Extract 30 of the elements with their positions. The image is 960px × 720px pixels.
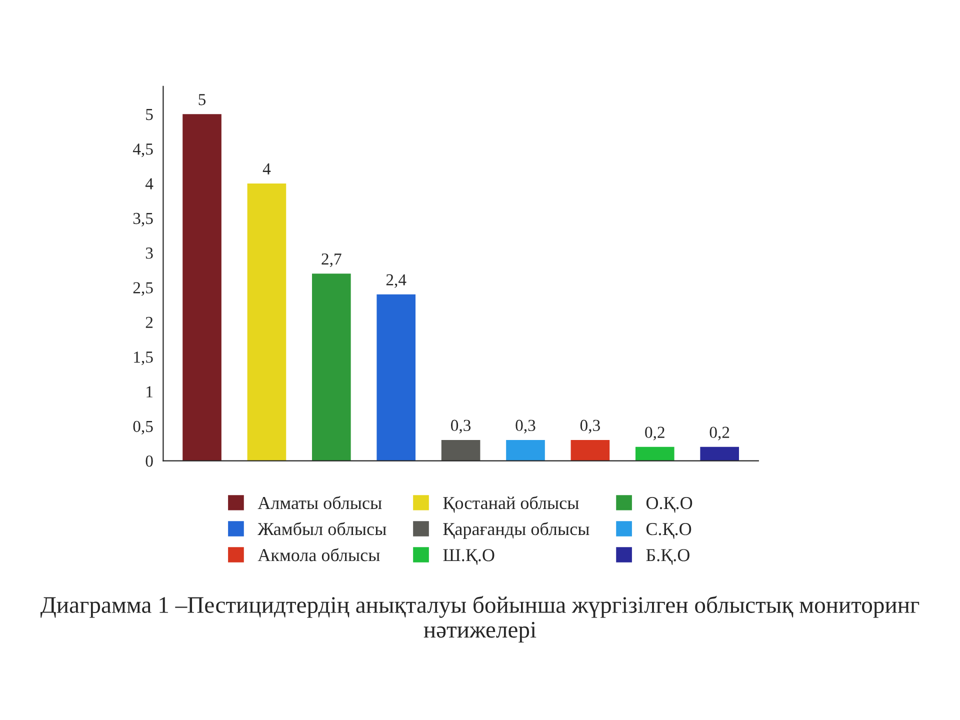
data-label: 0,2: [645, 426, 664, 440]
y-tick-label: 0,5: [133, 420, 153, 434]
data-label: 2,4: [386, 274, 406, 288]
data-label: 0,3: [451, 420, 471, 434]
y-tick-label: 2: [146, 316, 153, 328]
data-label: 0,3: [516, 420, 536, 434]
data-label: 2,7: [322, 253, 342, 268]
y-tick-label: 0: [146, 456, 153, 467]
legend-label: Ш.Қ.О: [443, 549, 494, 565]
data-label: 4: [262, 163, 271, 174]
y-tick-label: 3,5: [133, 212, 153, 226]
y-tick-label: 4,5: [132, 144, 153, 158]
data-label: 5: [198, 94, 206, 106]
data-label: 0,3: [580, 420, 600, 434]
y-tick-label: 4: [145, 178, 154, 190]
legend-label: С.Қ.О: [646, 523, 692, 539]
legend-label: О.Қ.О: [646, 496, 692, 513]
legend-label: Б.Қ.О: [646, 549, 690, 565]
y-tick-label: 1: [146, 386, 152, 398]
data-label: 0,2: [710, 426, 730, 440]
y-tick-label: 5: [146, 109, 153, 120]
legend-label: Қарағанды облысы: [443, 522, 590, 539]
y-tick-label: 3: [146, 248, 153, 259]
legend-label: Қостанай облысы: [443, 496, 579, 513]
text: Диаграмма 1 –Пестицидтердің анықталуы бойынша жүргізілген облыстық мониторинг нәтижелері: [40, 596, 920, 643]
y-tick-label: 2,5: [133, 282, 153, 296]
legend-label: Жамбыл облысы: [258, 522, 386, 536]
legend-label: Алматы облысы: [258, 496, 382, 510]
legend-label: Акмола облысы: [258, 548, 380, 562]
y-tick-label: 1,5: [134, 352, 153, 366]
